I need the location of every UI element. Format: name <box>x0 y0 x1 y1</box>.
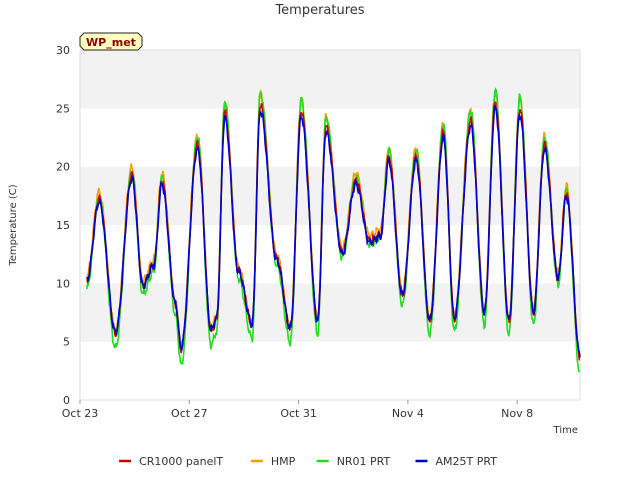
badge-label: WP_met <box>86 36 136 49</box>
legend-label: CR1000 panelT <box>139 455 223 468</box>
y-tick-label: 15 <box>56 219 70 232</box>
series-line-am25t-prt <box>86 105 581 358</box>
x-tick-label: Oct 27 <box>171 407 208 420</box>
legend: CR1000 panelT HMP NR01 PRT AM25T PRT <box>119 455 497 468</box>
y-tick-label: 0 <box>63 394 70 407</box>
badge-shape <box>79 32 143 51</box>
legend-label: AM25T PRT <box>436 455 498 468</box>
y-tick-label: 30 <box>56 44 70 57</box>
y-tick-label: 5 <box>63 336 70 349</box>
grid-band <box>80 166 580 225</box>
grid-band <box>80 225 580 284</box>
y-axis: 0 5 10 15 20 25 30 <box>56 44 70 407</box>
grid-band <box>80 283 580 342</box>
x-tick-label: Oct 23 <box>62 407 99 420</box>
legend-label: HMP <box>271 455 296 468</box>
y-axis-label: Temperature (C) <box>8 184 19 266</box>
station-badge: WP_met <box>79 32 143 51</box>
y-tick-label: 25 <box>56 102 70 115</box>
x-tick-label: Nov 4 <box>392 407 424 420</box>
x-axis: Oct 23 Oct 27 Oct 31 Nov 4 Nov 8 <box>62 400 533 420</box>
plot-area <box>79 49 581 401</box>
legend-label: NR01 PRT <box>337 455 391 468</box>
x-tick-label: Nov 8 <box>501 407 533 420</box>
grid-band <box>80 341 580 400</box>
x-tick-label: Oct 31 <box>280 407 317 420</box>
y-tick-label: 20 <box>56 161 70 174</box>
grid-band <box>80 50 580 109</box>
x-axis-label: Time <box>553 425 578 436</box>
plot-frame <box>79 49 581 401</box>
y-tick-label: 10 <box>56 277 70 290</box>
chart-title: Temperatures <box>274 3 364 18</box>
